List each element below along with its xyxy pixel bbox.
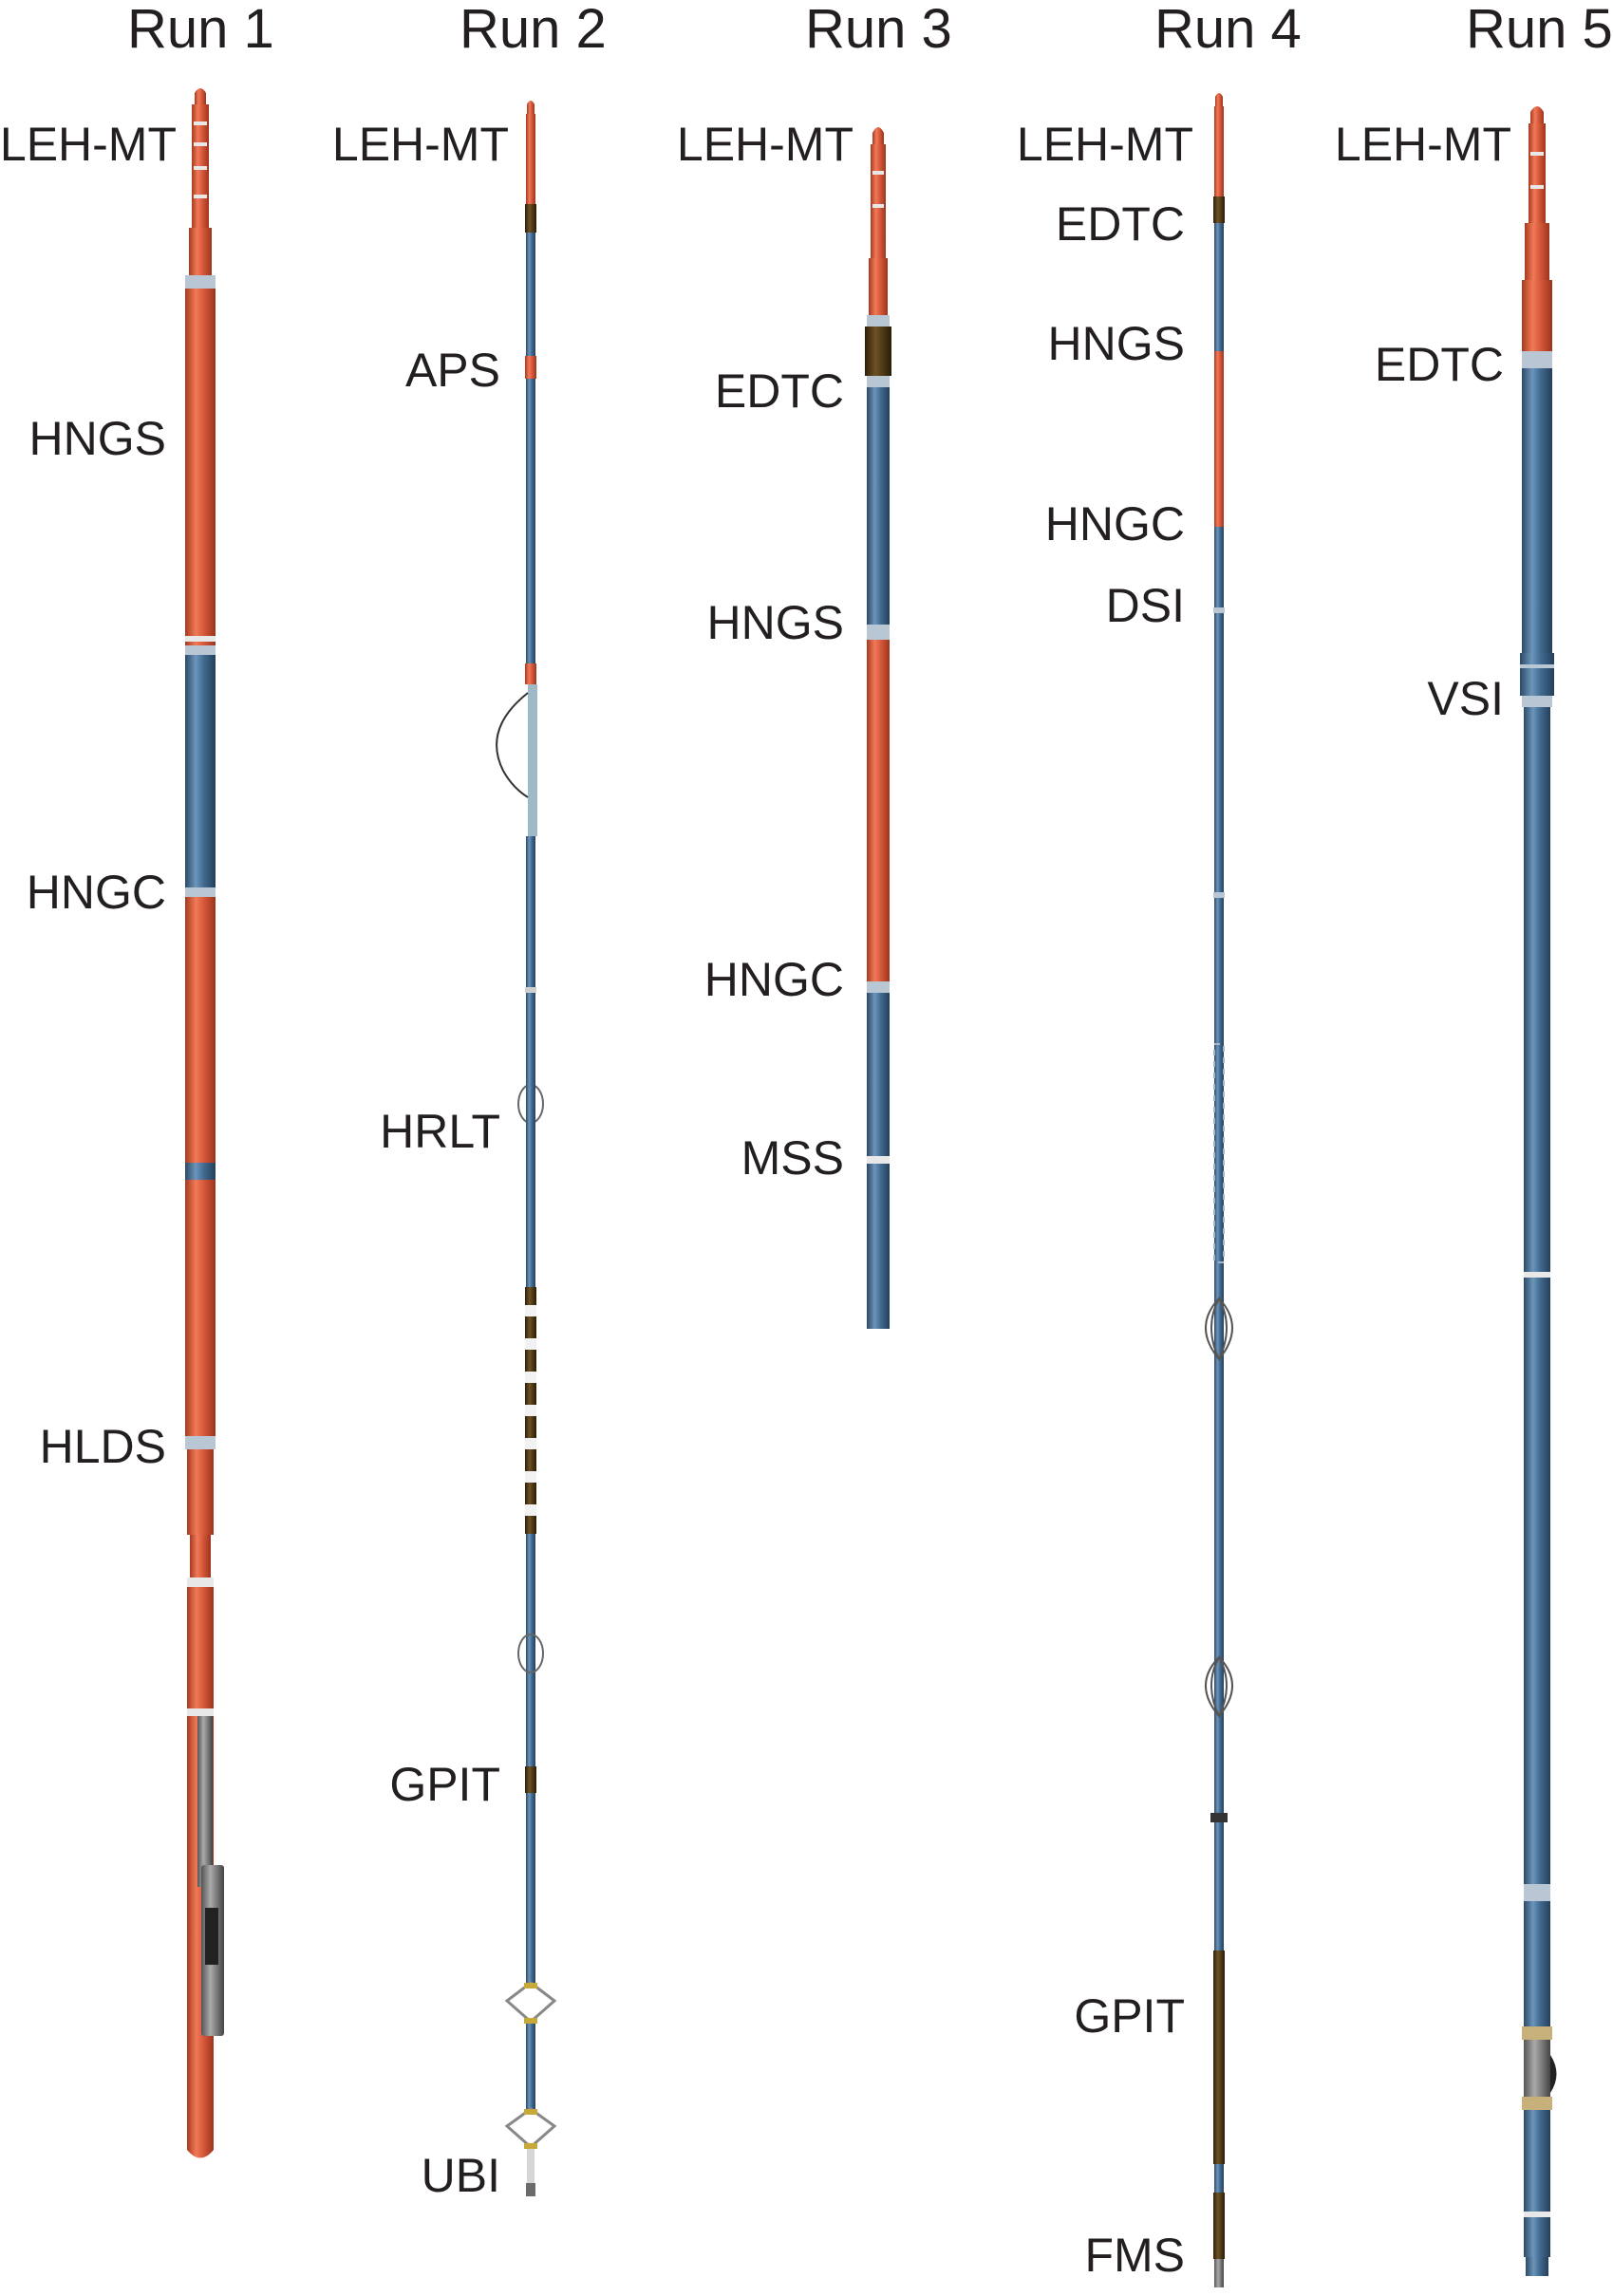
run-1-label-hngc: HNGC (26, 866, 166, 919)
run-3-title: Run 3 (805, 0, 952, 60)
run-4-tool-string (1205, 93, 1233, 2287)
run-2-label-gpit: GPIT (389, 1758, 500, 1811)
run-5-label-leh-mt: LEH-MT (1334, 118, 1511, 171)
run-4-label-leh-mt: LEH-MT (1016, 118, 1193, 171)
run-4-label-gpit: GPIT (1074, 1989, 1185, 2043)
run-3-label-hngs: HNGS (706, 596, 844, 649)
run-4-label-dsi: DSI (1105, 579, 1185, 632)
run-1-label-hngs: HNGS (28, 412, 166, 465)
run-2-title: Run 2 (460, 0, 607, 60)
run-5-label-vsi: VSI (1427, 672, 1504, 725)
run-1-label-hlds: HLDS (39, 1420, 166, 1473)
run-5-tool-string (1520, 106, 1557, 2276)
run-5-title: Run 5 (1466, 0, 1613, 60)
run-3-label-hngc: HNGC (703, 953, 844, 1006)
run-2-label-ubi: UBI (421, 2149, 500, 2202)
run-2-label-aps: APS (404, 344, 500, 397)
run-2-label-leh-mt: LEH-MT (331, 118, 509, 171)
run-4-label-hngc: HNGC (1044, 497, 1185, 551)
run-4-label-fms: FMS (1084, 2229, 1185, 2282)
run-4-label-hngs: HNGS (1047, 317, 1185, 370)
run-1-tool-string (185, 88, 224, 2158)
run-3-label-edtc: EDTC (714, 364, 844, 418)
run-1-label-leh-mt: LEH-MT (0, 118, 177, 171)
run-3-label-mss: MSS (741, 1131, 844, 1185)
run-4-label-edtc: EDTC (1055, 197, 1185, 251)
run-3-tool-string (865, 127, 891, 1329)
run-2-tool-string (496, 101, 557, 2196)
run-2-label-hrlt: HRLT (380, 1105, 500, 1158)
run-1-title: Run 1 (127, 0, 274, 60)
run-3-label-leh-mt: LEH-MT (676, 118, 853, 171)
run-4-title: Run 4 (1154, 0, 1302, 60)
run-5-label-edtc: EDTC (1374, 338, 1504, 391)
